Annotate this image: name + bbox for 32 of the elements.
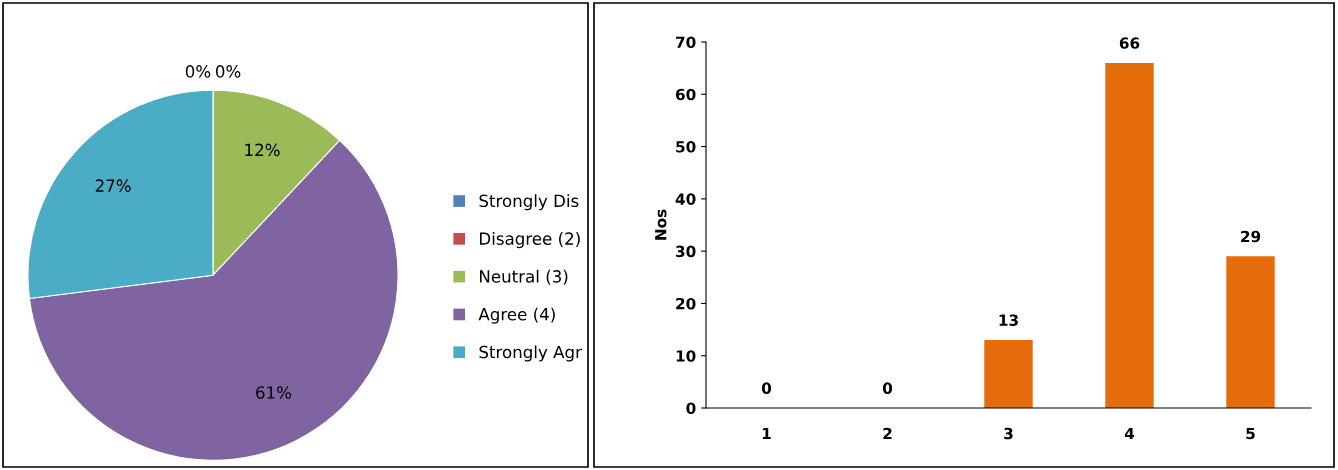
y-tick-label: 60	[675, 88, 696, 101]
y-tick-label: 10	[676, 350, 696, 362]
x-tick-label: 5	[1246, 427, 1255, 440]
x-tick-label: 1	[762, 427, 771, 440]
legend-label: Disagree (2)	[480, 232, 580, 249]
bar	[984, 340, 1033, 408]
data-label: 12%	[245, 143, 280, 157]
bar	[1226, 256, 1275, 408]
data-label: 0	[761, 382, 772, 394]
data-label: 61%	[256, 386, 292, 399]
text: 0%	[215, 65, 241, 78]
x-tick-label: 4	[1124, 427, 1135, 440]
y-tick-label: 30	[676, 245, 696, 258]
y-tick-label: 0	[686, 402, 696, 415]
x-tick-label: 2	[883, 427, 892, 440]
bar	[1105, 62, 1154, 408]
data-label: 29	[1241, 230, 1261, 243]
y-tick-label: 20	[676, 297, 696, 310]
legend-label: Strongly Dis	[479, 194, 579, 211]
legend-label: Neutral (3)	[480, 269, 568, 285]
y-tick-label: 70	[676, 36, 696, 49]
data-label: 66	[1119, 37, 1140, 49]
x-tick-label: 3	[1004, 427, 1013, 440]
y-axis-title: Nos	[655, 209, 667, 240]
data-label: 13	[999, 314, 1018, 326]
data-label: 0	[882, 382, 893, 394]
y-tick-label: 50	[676, 141, 696, 153]
data-label: 27%	[95, 179, 131, 192]
y-tick-label: 40	[675, 193, 696, 205]
legend-label: Agree (4)	[478, 307, 555, 324]
legend-label: Strongly Agr	[479, 345, 582, 362]
text: 0%	[185, 65, 211, 78]
